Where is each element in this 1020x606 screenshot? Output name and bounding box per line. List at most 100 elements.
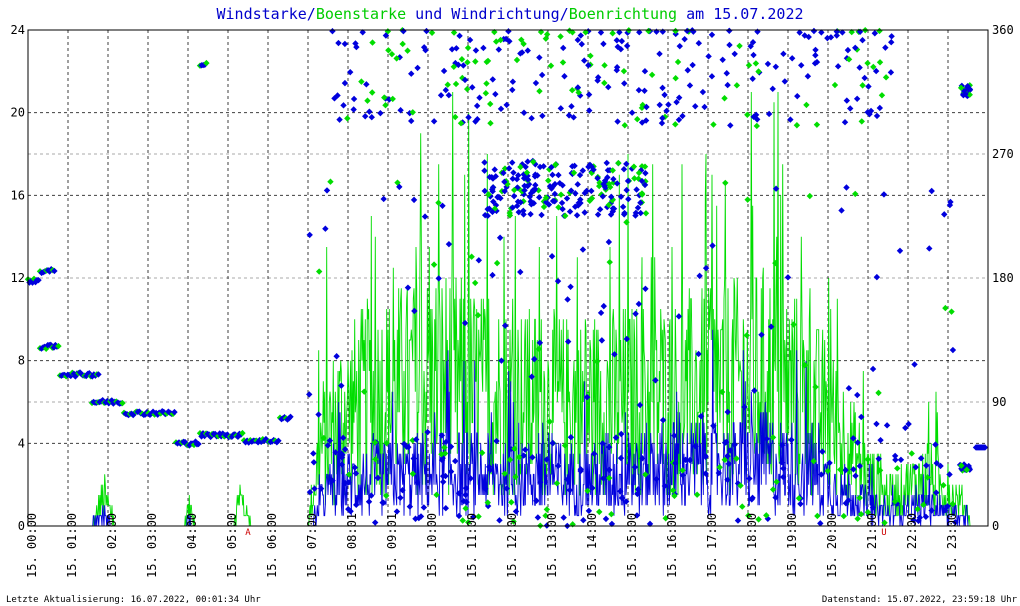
direction-point	[635, 86, 643, 94]
direction-point	[535, 187, 542, 194]
direction-point	[709, 242, 716, 249]
direction-point	[659, 28, 666, 35]
direction-point	[844, 46, 852, 54]
direction-point	[474, 116, 481, 123]
direction-point	[409, 109, 416, 116]
direction-point	[517, 163, 524, 171]
direction-point	[653, 475, 660, 483]
direction-point	[607, 211, 615, 218]
direction-point	[702, 470, 709, 477]
direction-point	[801, 32, 808, 39]
direction-point	[181, 438, 189, 446]
direction-point	[958, 465, 965, 472]
direction-point	[601, 79, 608, 87]
direction-point	[478, 449, 486, 457]
direction-point	[573, 212, 581, 219]
direction-point	[506, 38, 513, 45]
direction-point	[665, 101, 672, 108]
title-part-5: /	[560, 5, 569, 23]
direction-point	[818, 471, 825, 478]
direction-point	[726, 41, 733, 49]
direction-point	[754, 116, 761, 123]
direction-point	[527, 198, 534, 205]
direction-point	[540, 203, 548, 211]
direction-point	[509, 78, 517, 85]
direction-point	[605, 443, 613, 451]
direction-point	[722, 438, 730, 446]
direction-point	[51, 267, 58, 275]
direction-point	[861, 74, 868, 82]
direction-point	[772, 494, 779, 501]
direction-point	[491, 205, 499, 212]
direction-point	[641, 181, 649, 189]
direction-point	[509, 159, 516, 166]
direction-point	[435, 275, 442, 282]
direction-point	[459, 517, 466, 524]
direction-point	[396, 183, 403, 191]
direction-point	[435, 199, 442, 206]
direction-point	[656, 101, 663, 109]
x-tick-label: 15. 16:00	[665, 513, 679, 578]
direction-point	[475, 257, 483, 264]
direction-point	[399, 486, 406, 494]
direction-point	[926, 245, 933, 252]
direction-point	[781, 78, 789, 85]
direction-point	[345, 471, 353, 478]
direction-point	[942, 304, 949, 312]
direction-point	[466, 36, 474, 44]
direction-point	[949, 500, 956, 508]
direction-point	[510, 192, 518, 200]
direction-point	[642, 169, 649, 177]
direction-point	[489, 208, 496, 216]
direction-point	[812, 52, 819, 59]
direction-point	[673, 98, 680, 106]
title-part-4: Windrichtung	[451, 5, 559, 23]
direction-point	[369, 89, 376, 96]
direction-point	[683, 27, 691, 35]
direction-point	[623, 186, 630, 194]
direction-point	[482, 485, 489, 492]
direction-point	[946, 471, 953, 478]
direction-point	[433, 491, 440, 499]
direction-point	[509, 86, 516, 94]
direction-point	[569, 87, 576, 94]
direction-point	[656, 50, 663, 58]
direction-point	[912, 464, 919, 471]
direction-point	[876, 104, 884, 112]
direction-point	[854, 391, 861, 399]
direction-point	[396, 54, 403, 61]
direction-point	[486, 173, 493, 181]
direction-point	[876, 27, 883, 35]
direction-point	[414, 64, 421, 72]
direction-point	[409, 470, 417, 477]
direction-point	[797, 500, 804, 508]
direction-point	[633, 512, 641, 519]
direction-point	[840, 512, 847, 520]
direction-point	[502, 35, 510, 43]
direction-point	[414, 479, 421, 486]
direction-point	[613, 64, 621, 71]
direction-point	[686, 82, 694, 89]
direction-point	[382, 102, 389, 109]
direction-point	[574, 84, 582, 91]
direction-point	[888, 33, 895, 40]
direction-point	[810, 457, 817, 465]
direction-point	[353, 501, 360, 509]
direction-point	[824, 467, 832, 475]
direction-point	[335, 39, 342, 47]
direction-point	[583, 187, 590, 195]
direction-point	[489, 188, 496, 195]
direction-point	[400, 440, 408, 448]
direction-point	[511, 186, 518, 194]
direction-point	[779, 473, 787, 481]
direction-point	[803, 101, 810, 109]
direction-point	[579, 167, 587, 174]
direction-point	[324, 442, 332, 449]
direction-point	[536, 54, 543, 61]
direction-point	[613, 180, 621, 187]
direction-point	[460, 498, 467, 505]
direction-point	[865, 83, 872, 90]
direction-point	[382, 32, 390, 39]
direction-point	[843, 184, 850, 191]
direction-point	[397, 107, 404, 114]
